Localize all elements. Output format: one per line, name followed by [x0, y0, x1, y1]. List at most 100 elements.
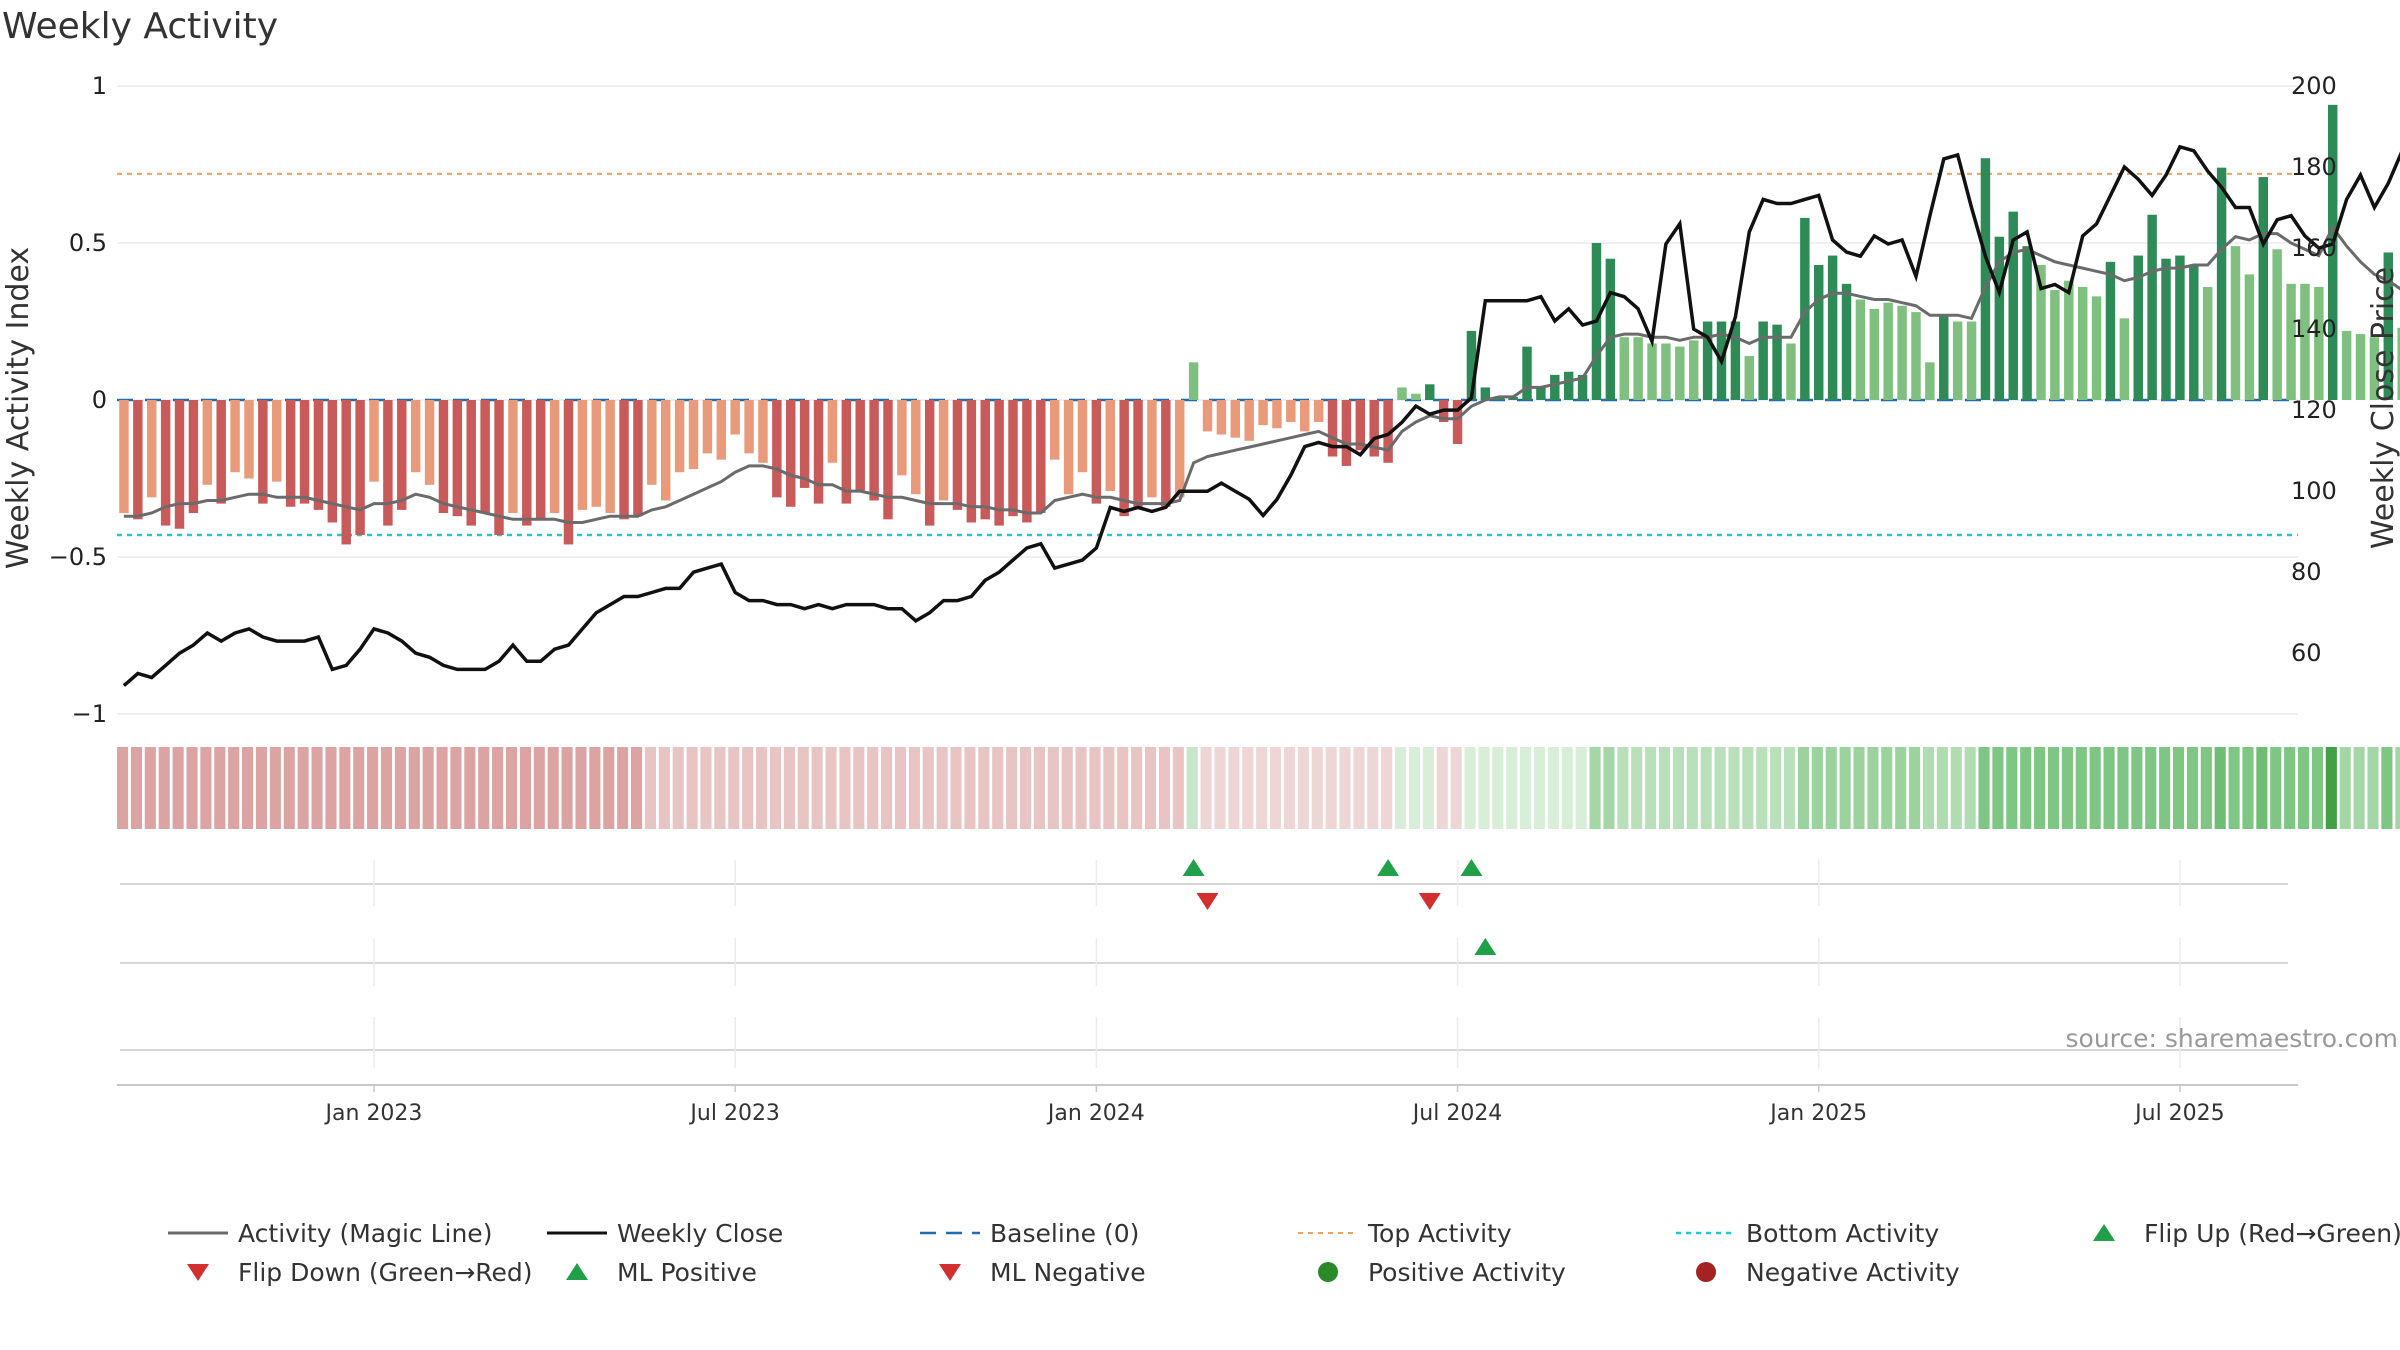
strip-cell: [1631, 747, 1643, 829]
right-y-axis-label: Weekly Close Price: [2366, 267, 2400, 549]
weekly-close-series: [122, 144, 2400, 687]
legend-swatch-triangle-down: [187, 1264, 209, 1281]
date-tick-label: Jul 2023: [688, 1101, 780, 1126]
strip-cell: [2270, 747, 2282, 829]
activity-bar: [1105, 400, 1115, 492]
legend-label: Negative Activity: [1746, 1258, 1960, 1287]
activity-bar: [716, 400, 727, 460]
strip-cell: [922, 747, 934, 829]
activity-bar: [1647, 343, 1657, 400]
activity-bar: [202, 400, 213, 485]
strip-cell: [797, 747, 809, 829]
activity-bar: [2091, 296, 2102, 400]
activity-bar: [230, 400, 240, 473]
activity-bar: [2244, 274, 2255, 400]
activity-bar: [2314, 286, 2324, 400]
strip-cell: [1603, 747, 1615, 829]
activity-bar: [2189, 264, 2199, 400]
strip-cell: [2395, 747, 2400, 829]
activity-bar: [841, 400, 852, 504]
strip-cell: [1395, 747, 1407, 829]
activity-bar: [1244, 400, 1254, 441]
strip-cell: [339, 747, 351, 829]
activity-bar: [1883, 302, 1893, 400]
strip-cell: [1658, 747, 1671, 829]
activity-bar: [1855, 299, 1866, 400]
strip-cell: [422, 747, 434, 829]
strip-cell: [1950, 747, 1962, 829]
activity-bar: [285, 400, 296, 507]
activity-bar: [1911, 312, 1921, 400]
strip-cell: [644, 747, 656, 829]
activity-bar: [786, 400, 796, 507]
activity-bar: [1411, 393, 1421, 400]
activity-bar: [2272, 249, 2282, 400]
right-y-axis: 200 180 160 140 120 100 80 60: [2291, 72, 2337, 667]
legend: Activity (Magic Line) Weekly Close Baselin…: [168, 1219, 2400, 1287]
strip-cell: [2186, 747, 2198, 829]
activity-bar: [1230, 400, 1241, 438]
strip-cell: [1367, 747, 1379, 829]
activity-bars: [119, 104, 2400, 545]
activity-bar: [1480, 387, 1491, 400]
strip-cell: [2020, 747, 2032, 829]
activity-bar: [1174, 400, 1185, 498]
activity-bar: [244, 400, 254, 479]
strip-cell: [1450, 747, 1462, 829]
strip-cell: [1964, 747, 1976, 829]
strip-cell: [950, 747, 962, 829]
activity-bar: [1202, 400, 1213, 432]
strip-cell: [380, 747, 393, 829]
activity-bar: [1022, 400, 1032, 523]
activity-bar: [827, 400, 838, 463]
activity-bar: [1466, 330, 1477, 400]
activity-bar: [799, 400, 810, 488]
strip-cell: [894, 747, 907, 829]
activity-bar: [355, 400, 365, 536]
strip-cell: [672, 747, 684, 829]
activity-bar: [1327, 400, 1338, 457]
activity-bar: [1980, 158, 1991, 400]
activity-bar: [1077, 400, 1088, 473]
strip-cell: [700, 747, 712, 829]
strip-cell: [2131, 747, 2143, 829]
strip-cell: [2228, 747, 2240, 829]
flip-up-marker: [1377, 859, 1400, 876]
activity-bar: [2202, 286, 2213, 400]
activity-bar: [619, 400, 629, 520]
activity-bar: [160, 400, 171, 526]
strip-cell: [1881, 747, 1893, 829]
activity-bar: [2286, 283, 2296, 400]
right-y-tick-label: 60: [2291, 639, 2322, 667]
strip-cell: [839, 747, 851, 829]
legend-label: Activity (Magic Line): [238, 1219, 492, 1248]
activity-bar: [660, 400, 671, 501]
activity-bar: [1355, 400, 1366, 451]
legend-label: Bottom Activity: [1746, 1219, 1939, 1248]
activity-bar: [772, 400, 782, 498]
strip-cell: [547, 747, 559, 829]
strip-cell: [1520, 747, 1532, 829]
activity-bar: [855, 400, 865, 492]
strip-cell: [658, 747, 670, 829]
strip-cell: [1006, 747, 1018, 829]
activity-bar: [2369, 337, 2380, 400]
activity-bar: [647, 400, 657, 485]
strip-cell: [1270, 747, 1282, 829]
strip-cell: [2061, 747, 2073, 829]
activity-bar: [1966, 321, 1977, 400]
strip-cell: [1784, 747, 1796, 829]
strip-cell: [2117, 747, 2129, 829]
activity-bar: [952, 400, 963, 510]
activity-bar: [869, 400, 879, 501]
activity-bar: [2105, 261, 2116, 400]
strip-cell: [783, 747, 795, 829]
left-y-tick-label: −1: [72, 700, 107, 728]
activity-bar: [2077, 286, 2088, 400]
strip-cell: [908, 747, 920, 829]
activity-bar: [1841, 283, 1852, 400]
strip-cell: [325, 747, 337, 829]
activity-bar: [980, 400, 990, 520]
activity-bar: [591, 400, 601, 507]
activity-bar: [730, 400, 740, 435]
